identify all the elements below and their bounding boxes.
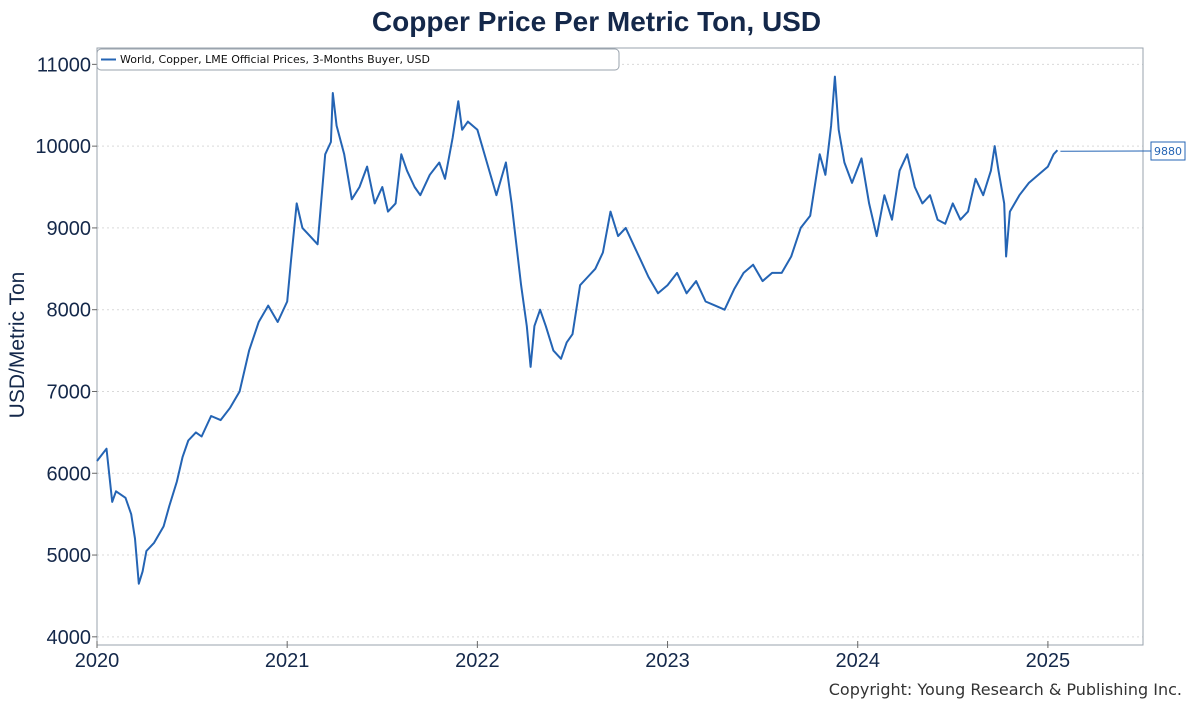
x-tick-label: 2024 xyxy=(835,650,880,672)
y-tick-label: 4000 xyxy=(47,627,92,649)
y-tick-label: 7000 xyxy=(47,381,92,403)
x-axis-ticks: 2020 2021 2022 2023 2024 2025 xyxy=(75,641,1070,672)
y-axis-ticks: 4000 5000 6000 7000 8000 9000 10000 11000 xyxy=(35,54,97,649)
end-value-text: 9880 xyxy=(1154,145,1182,158)
legend-label: World, Copper, LME Official Prices, 3-Mo… xyxy=(120,53,430,66)
y-tick-label: 5000 xyxy=(47,545,92,567)
plot-frame xyxy=(96,47,1144,646)
end-value-callout: 9880 xyxy=(1060,141,1186,161)
series-group xyxy=(96,75,1059,585)
y-tick-label: 10000 xyxy=(35,136,91,158)
x-tick-label: 2023 xyxy=(645,650,690,672)
legend-box xyxy=(96,48,620,71)
y-tick-label: 8000 xyxy=(47,300,92,322)
x-tick-label: 2022 xyxy=(455,650,500,672)
gridlines xyxy=(97,63,1143,638)
series-line xyxy=(96,75,1059,585)
legend: World, Copper, LME Official Prices, 3-Mo… xyxy=(96,48,620,71)
y-tick-label: 11000 xyxy=(37,54,91,76)
chart-title: Copper Price Per Metric Ton, USD xyxy=(371,6,822,37)
x-tick-label: 2020 xyxy=(75,650,120,672)
copyright-note: Copyright: Young Research & Publishing I… xyxy=(828,680,1182,699)
x-tick-label: 2025 xyxy=(1026,650,1071,672)
y-tick-label: 9000 xyxy=(47,218,92,240)
x-tick-label: 2021 xyxy=(265,650,310,672)
y-tick-label: 6000 xyxy=(47,463,92,485)
end-value-box xyxy=(1150,141,1186,161)
